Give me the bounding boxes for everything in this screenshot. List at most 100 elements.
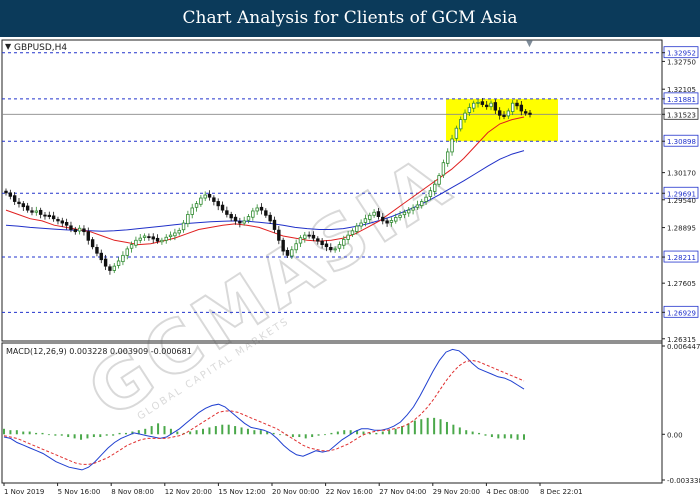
time-tick-label: 4 Dec 08:00 <box>486 488 529 496</box>
macd-histogram-bar <box>234 426 237 435</box>
candle <box>99 249 103 264</box>
macd-histogram-bar <box>3 428 5 435</box>
candle <box>420 198 424 209</box>
macd-histogram-bar <box>490 434 493 438</box>
candle <box>519 101 524 116</box>
price-tick-label: 1.30898 <box>667 138 696 146</box>
macd-histogram-bar <box>356 430 359 435</box>
candle <box>259 203 264 215</box>
candle <box>160 237 164 245</box>
candle <box>467 103 472 116</box>
time-tick-label: 15 Nov 12:00 <box>218 488 265 496</box>
macd-histogram-bar <box>266 431 269 435</box>
time-tick-label: 8 Dec 22:01 <box>540 488 583 496</box>
macd-histogram-bar <box>471 431 474 435</box>
candle <box>95 244 99 257</box>
price-chart: GCMASIA GLOBAL CAPITAL MARKETS 0.0064470… <box>0 37 700 500</box>
macd-histogram-bar <box>131 431 134 435</box>
candle <box>350 228 355 238</box>
macd-tick-label: -0.003338 <box>667 477 700 485</box>
candle <box>381 213 385 225</box>
candle <box>389 217 394 227</box>
candle <box>173 228 177 241</box>
candle <box>337 241 342 252</box>
macd-histogram-bar <box>202 428 205 435</box>
candle <box>272 216 277 233</box>
price-tick-label: 1.26929 <box>667 309 696 317</box>
candle <box>433 180 437 196</box>
macd-histogram-bar <box>291 434 294 438</box>
candle <box>43 211 47 220</box>
candle <box>203 191 207 202</box>
candle <box>121 251 125 266</box>
candle <box>25 202 30 213</box>
macd-histogram-bar <box>336 431 339 435</box>
macd-signal-line <box>3 359 525 465</box>
chart-triangle-icon[interactable]: ▼ <box>5 42 12 51</box>
macd-histogram-bar <box>401 426 404 435</box>
candle <box>510 100 515 116</box>
macd-histogram-bar <box>311 434 314 438</box>
candle <box>394 213 398 224</box>
candle <box>424 194 428 205</box>
time-tick-label: 20 Nov 00:00 <box>272 488 319 496</box>
time-tick-label: 29 Nov 20:00 <box>433 488 480 496</box>
macd-histogram-bar <box>195 430 198 435</box>
candle <box>69 221 73 233</box>
candle <box>199 194 203 207</box>
macd-histogram-bar <box>259 430 262 435</box>
candle <box>298 235 303 247</box>
macd-histogram-bar <box>15 430 18 435</box>
candle <box>212 195 216 206</box>
candle <box>472 100 476 113</box>
macd-histogram-bar <box>118 432 121 435</box>
candle <box>329 243 333 253</box>
candle <box>60 217 64 227</box>
macd-histogram-bar <box>176 431 179 435</box>
candle <box>90 237 95 250</box>
candle <box>311 231 316 242</box>
candle <box>459 116 463 132</box>
macd-histogram-bar <box>227 424 230 435</box>
macd-histogram-bar <box>86 434 89 439</box>
macd-histogram-bar <box>214 426 217 435</box>
macd-histogram-bar <box>279 434 282 436</box>
macd-histogram-bar <box>208 427 211 435</box>
candle <box>407 207 411 217</box>
candle <box>8 189 13 200</box>
candle <box>225 206 229 218</box>
macd-histogram-bar <box>381 431 384 435</box>
candle <box>342 235 346 250</box>
candle <box>190 203 194 219</box>
macd-histogram-bar <box>92 434 95 438</box>
candle <box>489 100 493 111</box>
macd-histogram-bar <box>349 430 352 435</box>
candle <box>242 216 246 226</box>
candle <box>4 188 8 196</box>
candle <box>450 134 454 156</box>
candle <box>38 207 43 219</box>
macd-line <box>3 348 525 471</box>
highlight-zone <box>446 98 558 142</box>
candle <box>181 219 186 233</box>
macd-histogram-bar <box>343 430 346 435</box>
candle <box>285 247 290 258</box>
price-tick-label: 1.28211 <box>667 254 696 262</box>
symbol-label: GBPUSD,H4 <box>14 43 67 53</box>
time-tick-label: 12 Nov 20:00 <box>165 488 212 496</box>
candle <box>177 227 181 236</box>
macd-histogram-bar <box>426 417 429 435</box>
candle <box>233 214 238 225</box>
macd-histogram-bar <box>28 431 31 435</box>
macd-histogram-bar <box>124 432 127 435</box>
candle <box>277 226 281 245</box>
macd-histogram-bar <box>272 432 275 435</box>
time-tick-label: 8 Nov 08:00 <box>111 488 154 496</box>
candle <box>523 109 528 116</box>
macd-histogram-bar <box>73 434 76 439</box>
candle <box>73 226 77 235</box>
macd-histogram-bar <box>22 431 25 435</box>
macd-histogram-bar <box>503 434 506 439</box>
candle <box>294 239 298 254</box>
macd-histogram-bar <box>368 432 371 435</box>
